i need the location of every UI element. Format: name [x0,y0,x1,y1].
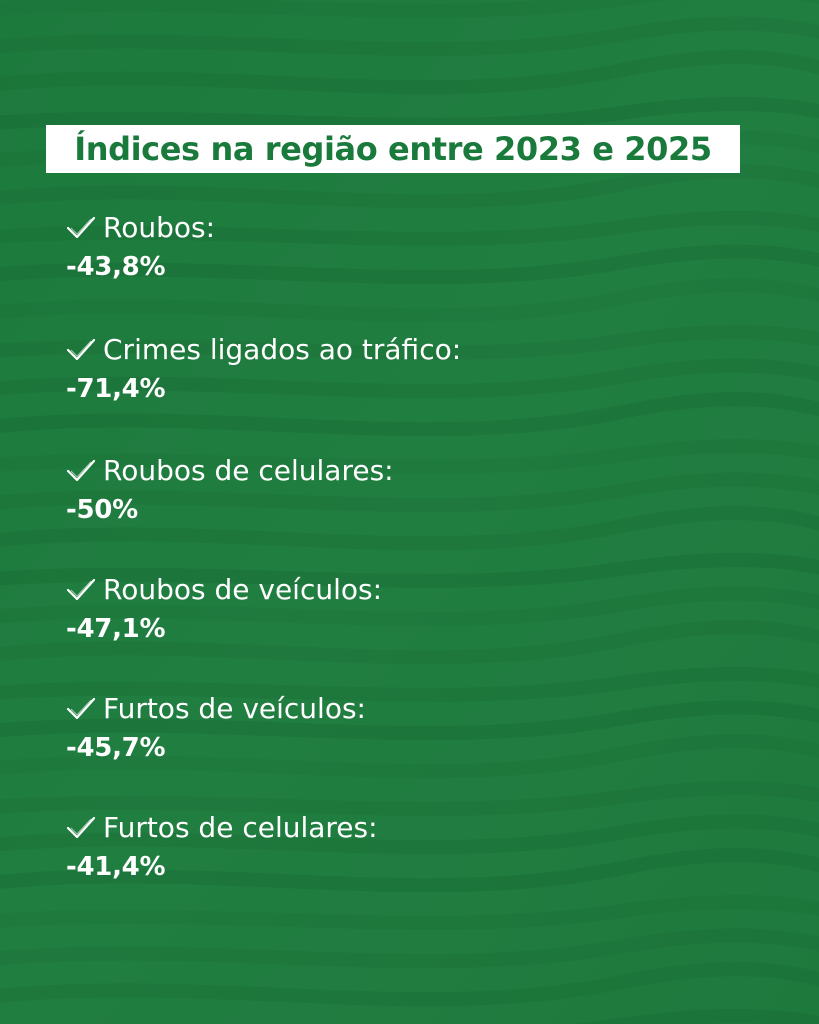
wave-stripe [0,0,819,18]
stat-item-roubos-celulares: Roubos de celulares: -50% [66,449,766,527]
check-icon [66,816,96,839]
wave-stripe [0,164,819,209]
stat-item-furtos-celulares: Furtos de celulares: -41,4% [66,806,766,884]
wave-stripe [0,392,819,437]
check-icon [66,697,96,720]
wave-stripe [0,894,819,930]
stat-item-roubos-veiculos: Roubos de veículos: -47,1% [66,568,766,646]
wave-stripe [0,278,819,323]
check-icon [66,459,96,482]
wave-stripe [0,96,819,132]
wave-stripe [0,506,819,551]
page-title: Índices na região entre 2023 e 2025 [74,130,712,168]
check-icon [66,578,96,601]
stat-value: -41,4% [66,852,166,882]
stat-value: -45,7% [66,733,166,763]
stat-value: -47,1% [66,614,166,644]
stat-value: -71,4% [66,374,166,404]
stat-label: Furtos de celulares: [103,811,378,844]
wave-stripe [0,620,819,665]
wave-stripe [0,358,819,399]
check-icon [66,338,96,361]
stat-label: Roubos de veículos: [103,573,383,606]
stat-label: Crimes ligados ao tráfico: [103,333,462,366]
wave-stripe [0,700,819,741]
wave-stripe [0,16,819,57]
title-box: Índices na região entre 2023 e 2025 [46,125,740,173]
wave-stripe [0,962,819,1007]
wave-stripe [0,438,819,474]
stat-value: -43,8% [66,252,166,282]
wave-stripe [0,734,819,779]
wave-stripe [0,472,819,513]
stat-item-crimes-trafico: Crimes ligados ao tráfico: -71,4% [66,328,766,406]
wave-stripe [0,780,819,816]
wave-stripe [0,928,819,969]
wave-stripe [0,244,819,285]
wave-stripe [0,666,819,702]
wave-stripe [0,814,819,855]
stat-label: Roubos: [103,211,215,244]
stat-value: -50% [66,495,138,525]
wave-stripe [0,586,819,627]
wave-stripe [0,324,819,360]
wave-stripe [0,50,819,95]
stat-label: Furtos de veículos: [103,692,366,725]
stat-item-furtos-veiculos: Furtos de veículos: -45,7% [66,687,766,765]
wave-stripe [0,552,819,588]
wave-stripe [0,848,819,893]
check-icon [66,216,96,239]
stat-label: Roubos de celulares: [103,454,394,487]
wave-stripe [0,210,819,246]
stat-item-roubos: Roubos: -43,8% [66,206,766,284]
